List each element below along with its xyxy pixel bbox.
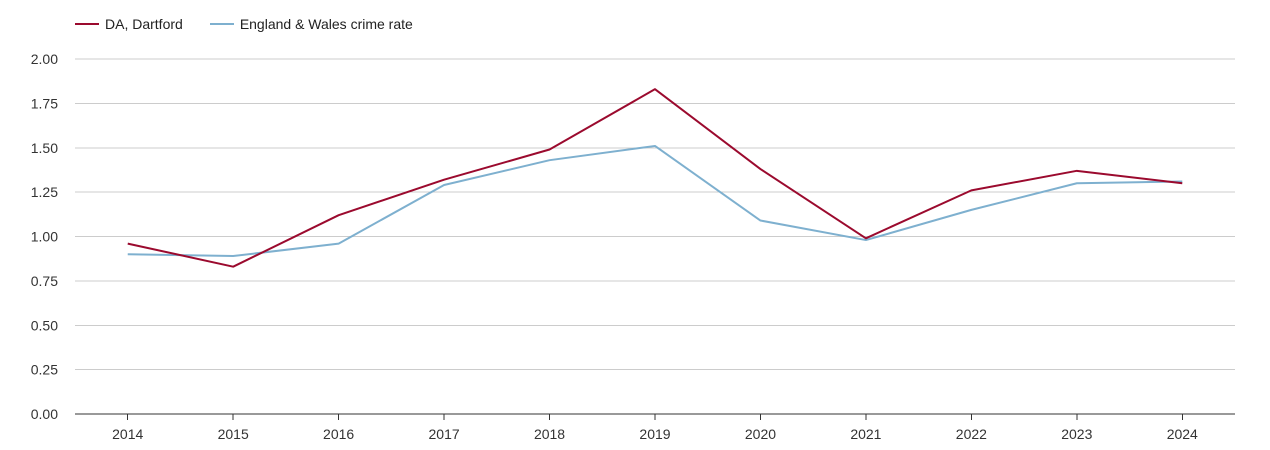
x-tick-label: 2021 <box>850 426 881 442</box>
x-tick-label: 2020 <box>745 426 776 442</box>
x-tick-label: 2014 <box>112 426 143 442</box>
y-tick-label: 2.00 <box>31 51 58 67</box>
legend-swatch-england-wales <box>209 23 234 25</box>
y-tick-label: 1.75 <box>31 95 58 111</box>
y-tick-label: 0.75 <box>31 273 58 289</box>
x-tick-label: 2019 <box>639 426 670 442</box>
x-tick-label: 2017 <box>429 426 460 442</box>
legend-item-dartford[interactable]: DA, Dartford <box>75 16 183 32</box>
legend-label-dartford: DA, Dartford <box>105 16 183 32</box>
chart-legend: DA, Dartford England & Wales crime rate <box>75 16 413 32</box>
y-tick-label: 1.25 <box>31 184 58 200</box>
y-tick-label: 1.00 <box>31 229 58 245</box>
gridlines <box>75 58 1235 415</box>
legend-label-england-wales: England & Wales crime rate <box>239 16 413 32</box>
y-tick-label: 0.25 <box>31 362 58 378</box>
y-tick-label: 1.50 <box>31 140 58 156</box>
legend-item-england-wales[interactable]: England & Wales crime rate <box>209 16 413 32</box>
x-tick-label: 2015 <box>218 426 249 442</box>
x-tick-label: 2016 <box>323 426 354 442</box>
series-line-england-wales[interactable] <box>127 144 1183 258</box>
x-tick-label: 2022 <box>956 426 987 442</box>
x-tick-label: 2023 <box>1061 426 1092 442</box>
series-lines <box>127 88 1183 268</box>
series-line-dartford[interactable] <box>127 88 1183 268</box>
x-tick-label: 2024 <box>1167 426 1198 442</box>
legend-swatch-dartford <box>75 23 99 25</box>
x-tick-label: 2018 <box>534 426 565 442</box>
y-tick-label: 0.00 <box>31 406 58 422</box>
y-tick-label: 0.50 <box>31 317 58 333</box>
y-axis: 0.00 0.25 0.50 0.75 1.00 1.25 1.50 1.75 2.00 <box>31 51 58 422</box>
x-axis: 2014 2015 2016 2017 2018 2019 2020 2021 2022 2023… <box>112 414 1198 442</box>
